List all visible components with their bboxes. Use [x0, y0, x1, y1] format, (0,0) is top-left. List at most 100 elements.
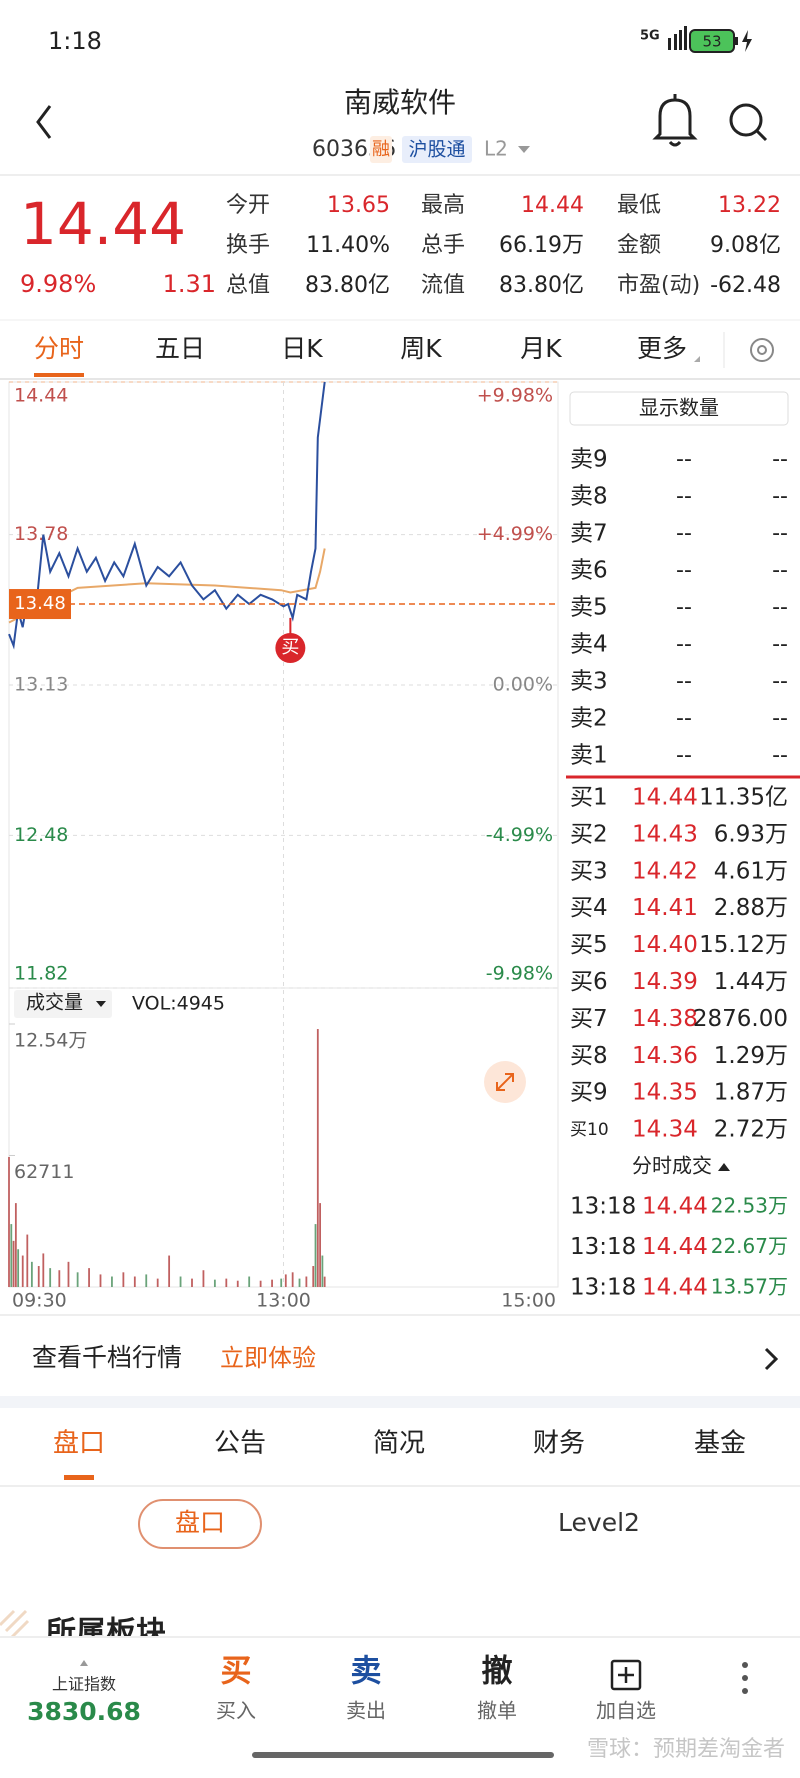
sub-tab-pill[interactable]: [138, 1499, 262, 1549]
ask-label: 卖3: [570, 669, 608, 695]
stat-value: 13.65: [327, 193, 390, 218]
volume-tick-label: 12.54万: [14, 1030, 87, 1052]
trades-caret: [718, 1163, 730, 1171]
info-tab[interactable]: 财务: [533, 1429, 585, 1459]
bid-label: 买6: [570, 969, 608, 995]
volume-bar: [58, 1270, 61, 1287]
promo-action[interactable]: 立即体验: [220, 1344, 316, 1372]
volume-tick-label: 62711: [14, 1161, 74, 1183]
stat-value: 9.08亿: [710, 233, 781, 258]
index-value: 3830.68: [27, 1697, 141, 1726]
ask-price: --: [676, 669, 692, 694]
tab-underline: [34, 373, 84, 377]
volume-selector[interactable]: [14, 990, 112, 1018]
bid-label: 买8: [570, 1043, 608, 1069]
bid-volume: 1.44万: [714, 969, 788, 995]
chart-tab[interactable]: 更多: [637, 334, 687, 363]
volume-bar: [10, 1224, 13, 1287]
ask-label: 卖4: [570, 632, 608, 658]
stock-name: 南威软件: [344, 86, 456, 119]
ask-price: --: [676, 595, 692, 620]
nav-icon[interactable]: 买: [221, 1654, 252, 1690]
current-price-label: 13.48: [14, 593, 66, 614]
search-icon[interactable]: [729, 103, 768, 142]
ask-volume: --: [772, 632, 788, 657]
ask-price: --: [676, 558, 692, 583]
volume-bar: [17, 1249, 20, 1287]
section-hatch: [0, 1609, 30, 1639]
chart-tab[interactable]: 分时: [34, 334, 84, 363]
trade-time: 13:18: [570, 1275, 636, 1301]
show-quantity-button[interactable]: [569, 391, 789, 426]
volume-bar: [42, 1253, 45, 1287]
more-button[interactable]: [742, 1662, 748, 1694]
info-tab[interactable]: 基金: [694, 1429, 746, 1459]
stat-label: 总手: [421, 233, 465, 258]
bid-volume: 1.29万: [714, 1043, 788, 1069]
bid-price: 14.40: [632, 932, 698, 958]
pct-label: -4.99%: [486, 824, 553, 846]
nav-icon[interactable]: 卖: [351, 1654, 382, 1690]
buy-marker: [275, 633, 306, 663]
home-indicator: [252, 1752, 554, 1758]
ask-price: --: [676, 447, 692, 472]
nav-label[interactable]: 加自选: [596, 1699, 656, 1723]
volume-bar: [225, 1278, 228, 1287]
sub-tab[interactable]: Level2: [558, 1508, 640, 1537]
volume-bar: [14, 1203, 17, 1287]
chart-tab[interactable]: 月K: [520, 334, 562, 363]
promo-text: 查看千档行情: [32, 1343, 182, 1372]
chevron-right[interactable]: [764, 1347, 779, 1371]
trade-volume: 13.57万: [711, 1275, 788, 1299]
add-watchlist-icon[interactable]: [610, 1659, 642, 1691]
nav-label[interactable]: 卖出: [346, 1699, 386, 1723]
tag: 沪股通: [408, 139, 465, 161]
volume-bar: [248, 1276, 251, 1287]
volume-bar: [319, 1203, 321, 1287]
volume-bar: [314, 1224, 317, 1287]
pct-label: 0.00%: [493, 674, 553, 696]
bid-label: 买7: [570, 1006, 608, 1032]
stat-label: 今开: [226, 193, 270, 218]
bid-volume: 2876.00: [693, 1006, 788, 1032]
change: 1.31: [163, 270, 216, 298]
show-quantity-label: 显示数量: [639, 396, 719, 420]
chart-tab[interactable]: 日K: [281, 334, 323, 363]
last-price: 14.44: [20, 190, 186, 258]
nav-icon[interactable]: 撤: [482, 1654, 513, 1690]
bid-price: 14.42: [632, 858, 698, 884]
y-tick-label: 11.82: [14, 963, 68, 985]
bid-price: 14.36: [632, 1043, 698, 1069]
volume-bar: [280, 1278, 283, 1287]
sub-tab[interactable]: 盘口: [175, 1508, 225, 1537]
settings-icon[interactable]: [750, 338, 774, 362]
volume-bar: [122, 1272, 125, 1287]
x-tick-label: 09:30: [12, 1290, 67, 1312]
more-caret: [694, 356, 700, 362]
stat-value: 66.19万: [499, 233, 584, 258]
chart-tab[interactable]: 周K: [400, 334, 442, 363]
stat-label: 金额: [617, 233, 661, 258]
info-tab[interactable]: 公告: [214, 1429, 266, 1459]
ask-volume: --: [772, 595, 788, 620]
volume-bar: [76, 1272, 79, 1287]
volume-bar: [321, 1255, 324, 1287]
bid-price: 14.39: [632, 969, 698, 995]
trade-price: 14.44: [642, 1234, 708, 1260]
bell-icon[interactable]: [652, 94, 698, 147]
nav-label[interactable]: 撤单: [477, 1699, 517, 1723]
info-tab[interactable]: 盘口: [53, 1429, 105, 1459]
nav-label[interactable]: 买入: [216, 1699, 256, 1723]
volume-bar: [30, 1261, 33, 1287]
info-tab[interactable]: 简况: [373, 1429, 425, 1459]
ask-label: 卖8: [570, 484, 608, 510]
x-tick-label: 15:00: [501, 1290, 556, 1312]
chart-tab[interactable]: 五日: [155, 334, 205, 363]
tag-caret: [518, 146, 530, 153]
ask-volume: --: [772, 484, 788, 509]
back-button[interactable]: [36, 105, 52, 139]
volume-bar: [156, 1278, 159, 1287]
bid-volume: 6.93万: [714, 821, 788, 847]
